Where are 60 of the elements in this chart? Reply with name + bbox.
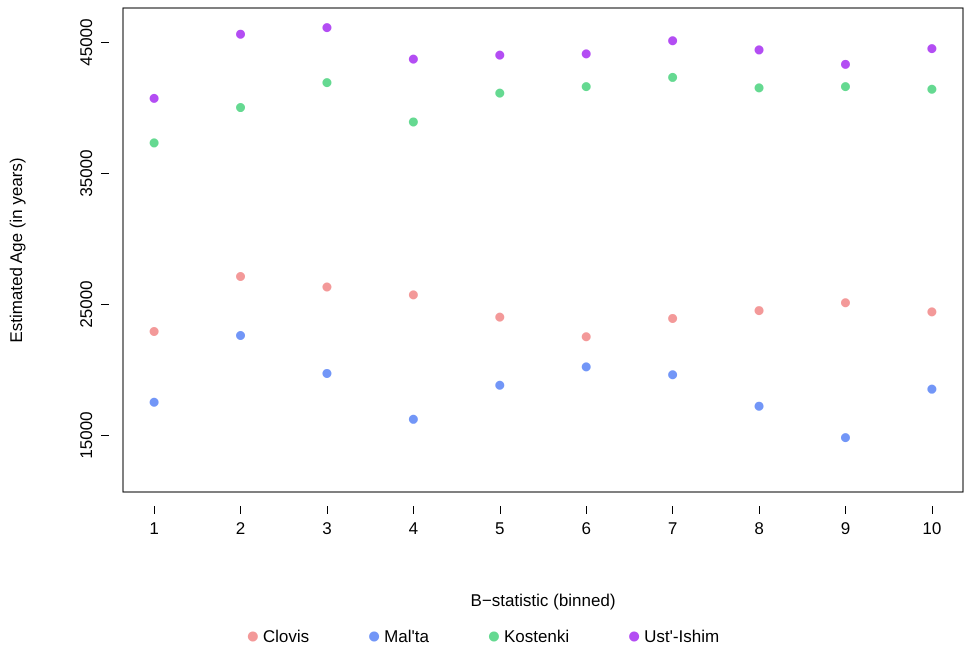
- point: [754, 45, 764, 54]
- point: [840, 82, 850, 92]
- point: [927, 84, 936, 94]
- x-axis-title: B−statistic (binned): [470, 591, 616, 610]
- point: [495, 380, 504, 390]
- x-tick-label: 8: [754, 519, 764, 538]
- point: [495, 50, 504, 60]
- point: [408, 54, 418, 64]
- point: [582, 332, 591, 342]
- point: [150, 398, 159, 407]
- point: [495, 312, 504, 322]
- y-tick-label: 15000: [77, 411, 96, 459]
- point: [322, 78, 332, 88]
- point: [927, 384, 936, 394]
- point: [582, 49, 591, 58]
- legend-label: Mal'ta: [384, 627, 430, 646]
- x-tick-label: 6: [581, 519, 591, 538]
- point: [236, 30, 246, 39]
- point: [582, 82, 591, 92]
- point: [582, 362, 591, 372]
- x-tick-label: 2: [236, 519, 246, 538]
- x-tick-label: 1: [149, 519, 159, 538]
- point: [754, 83, 764, 92]
- point: [408, 290, 418, 300]
- point: [236, 103, 246, 112]
- point: [236, 272, 246, 282]
- point: [668, 72, 678, 82]
- x-tick-label: 9: [840, 519, 850, 538]
- point: [150, 327, 159, 336]
- x-tick-label: 10: [922, 519, 942, 538]
- legend-label: Kostenki: [504, 627, 570, 646]
- point: [236, 330, 246, 340]
- point: [840, 60, 850, 69]
- y-tick-label: 35000: [77, 149, 96, 197]
- x-tick-label: 3: [322, 519, 332, 538]
- legend-label: Clovis: [262, 627, 310, 646]
- point: [668, 36, 678, 46]
- point: [322, 23, 332, 32]
- legend-label: Ust'-Ishim: [644, 627, 720, 646]
- y-tick-label: 45000: [77, 18, 96, 66]
- y-axis-title: Estimated Age (in years): [7, 157, 26, 343]
- y-tick-label: 25000: [77, 280, 96, 328]
- x-tick-label: 5: [495, 519, 505, 538]
- point: [840, 433, 850, 442]
- point: [150, 94, 159, 103]
- point: [668, 314, 678, 323]
- point: [322, 368, 332, 378]
- point: [408, 414, 418, 424]
- point: [408, 117, 418, 126]
- point: [668, 370, 678, 380]
- point: [927, 307, 936, 316]
- point: [150, 138, 159, 148]
- point: [495, 88, 504, 98]
- point: [754, 402, 764, 411]
- point: [927, 44, 936, 54]
- x-tick-label: 7: [668, 519, 678, 538]
- point: [754, 306, 764, 316]
- point: [840, 298, 850, 308]
- point: [322, 282, 332, 292]
- x-tick-label: 4: [408, 519, 418, 538]
